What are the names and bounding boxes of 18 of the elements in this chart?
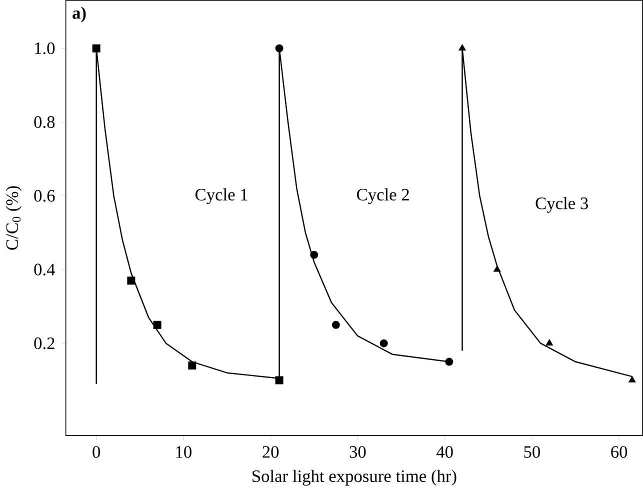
y-tick-label: 0.6: [34, 190, 55, 202]
y-tick-label: 0.8: [34, 116, 55, 128]
annotation: Cycle 1: [195, 188, 248, 204]
annotation: a): [72, 6, 86, 22]
x-axis-title: Solar light exposure time (hr): [252, 470, 456, 486]
x-tick-label: 10: [176, 446, 192, 458]
x-tick-label: 30: [350, 446, 366, 458]
x-tick-label: 50: [524, 446, 540, 458]
y-tick-label: 1.0: [35, 42, 55, 54]
x-tick-label: 0: [92, 446, 100, 458]
y-tick-label: 0.2: [34, 337, 54, 350]
x-tick-label: 60: [611, 446, 628, 458]
y-tick-label: 0.4: [34, 263, 55, 276]
annotation: Cycle 3: [536, 196, 588, 213]
annotation: Cycle 2: [356, 188, 409, 204]
y-axis-title: C/C$_{0}$ (%): [6, 186, 22, 250]
x-tick-label: 20: [262, 446, 279, 458]
x-tick-label: 40: [436, 446, 453, 458]
